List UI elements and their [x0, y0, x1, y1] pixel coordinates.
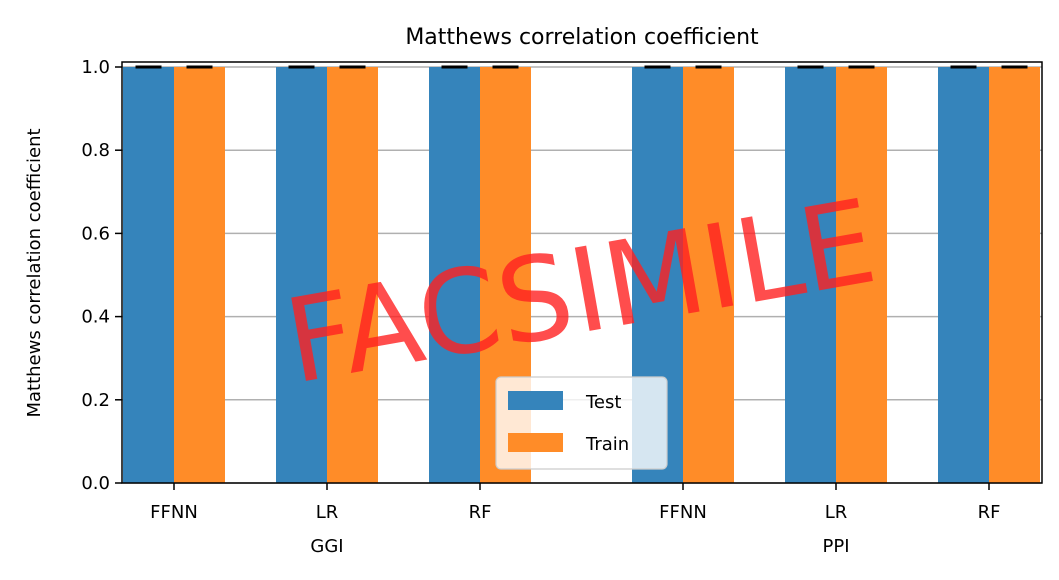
bar-test: [938, 67, 989, 483]
x-tick-label: RF: [978, 502, 1001, 523]
legend-box: [495, 376, 668, 470]
bar-train: [989, 67, 1040, 483]
chart-title: Matthews correlation coefficient: [405, 25, 759, 50]
bar-train: [683, 67, 734, 483]
bar-test: [785, 67, 836, 483]
bar-train: [836, 67, 887, 483]
x-group-label: PPI: [822, 536, 849, 557]
legend-label-test: Test: [585, 392, 621, 413]
legend-swatch-train: [508, 433, 563, 452]
legend-label-train: Train: [585, 434, 629, 455]
y-ticks: 0.0 0.2 0.4 0.6 0.8 1.0: [81, 57, 122, 494]
y-tick-label: 0.2: [81, 390, 110, 411]
y-tick-label: 0.6: [81, 223, 110, 244]
x-tick-label: LR: [825, 502, 848, 523]
y-tick-label: 0.0: [81, 473, 110, 494]
bars: [123, 67, 1040, 483]
x-tick-label: FFNN: [659, 502, 707, 523]
bar-test: [429, 67, 480, 483]
x-group-label: GGI: [310, 536, 343, 557]
bar-test: [276, 67, 327, 483]
y-tick-label: 1.0: [81, 57, 110, 78]
x-ticks: FFNN LR RF FFNN LR RF GGI PPI: [150, 483, 1000, 557]
bar-train: [327, 67, 378, 483]
y-axis-label: Matthews correlation coefficient: [24, 128, 45, 417]
legend-swatch-test: [508, 391, 563, 410]
y-tick-label: 0.4: [81, 307, 110, 328]
x-tick-label: LR: [316, 502, 339, 523]
plot-frame: [121, 61, 1043, 484]
bar-train: [174, 67, 225, 483]
y-tick-label: 0.8: [81, 140, 110, 161]
legend: Test Train: [495, 376, 668, 470]
x-tick-label: FFNN: [150, 502, 198, 523]
x-tick-label: RF: [469, 502, 492, 523]
bar-test: [123, 67, 174, 483]
